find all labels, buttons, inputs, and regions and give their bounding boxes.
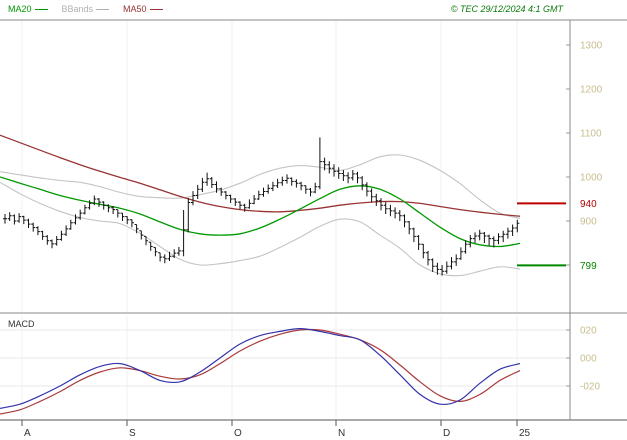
price-tick-label: 1100 [580, 129, 602, 140]
bollinger-upper-line [0, 154, 521, 219]
macd-panel-label: MACD [8, 319, 35, 329]
support-label: 799 [580, 261, 597, 272]
macd-tick-label: 020 [580, 326, 597, 337]
macd-tick-label: -020 [580, 382, 600, 393]
price-tick-label: 1200 [580, 85, 603, 96]
legend-dash-ma50-icon [149, 8, 163, 10]
x-tick-label: A [24, 428, 31, 439]
legend-label-ma50: MA50 [123, 4, 147, 14]
price-tick-label: 1300 [580, 41, 603, 52]
legend-label-ma20: MA20 [8, 4, 32, 14]
chart-legend: MA20 BBands MA50 [8, 3, 163, 15]
macd-line [0, 327, 521, 409]
x-tick-label: S [129, 428, 136, 439]
resistance-label: 940 [580, 199, 597, 210]
legend-item-bbands: BBands [62, 3, 110, 15]
ma20-line [0, 176, 521, 248]
support-label-bg [575, 259, 607, 272]
legend-dash-ma20-icon [34, 8, 48, 10]
macd-tick-label: 000 [580, 354, 597, 365]
macd-signal-line [0, 328, 521, 415]
legend-label-bbands: BBands [61, 4, 94, 14]
legend-item-ma20: MA20 [8, 3, 48, 15]
copyright-text: © TEC 29/12/2024 4:1 GMT [450, 4, 563, 14]
price-tick-label: 900 [580, 217, 597, 228]
price-tick-label: 1000 [580, 173, 603, 184]
resistance-label-bg [575, 197, 607, 210]
candlesticks [3, 137, 520, 276]
x-tick-label: D [443, 428, 450, 439]
legend-dash-bbands-icon [96, 8, 110, 10]
x-tick-label: N [338, 428, 345, 439]
bollinger-lower-line [0, 181, 521, 277]
x-tick-label: O [234, 428, 242, 439]
legend-item-ma50: MA50 [123, 3, 163, 15]
x-tick-label: 25 [519, 428, 531, 439]
ma50-line [0, 134, 521, 217]
